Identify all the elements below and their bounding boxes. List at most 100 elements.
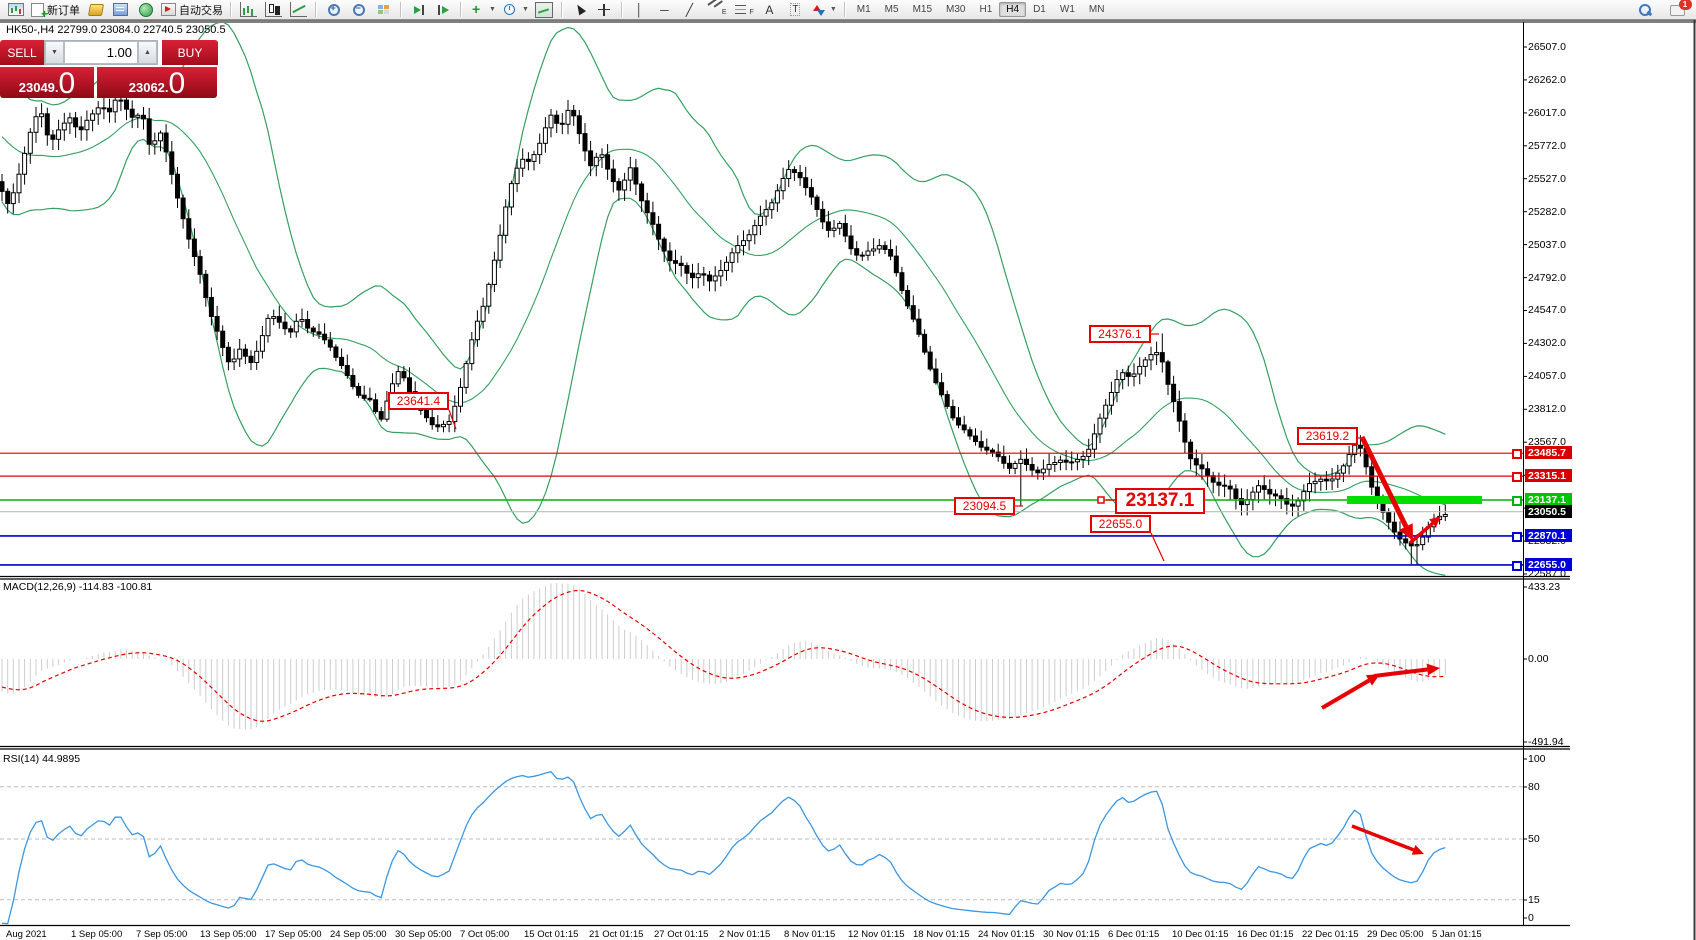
time-axis-label[interactable]: 2 Nov 01:15 <box>719 929 771 940</box>
drawn-arrow-5[interactable] <box>1351 824 1415 852</box>
time-axis-label[interactable]: 30 Nov 01:15 <box>1043 929 1100 940</box>
drawn-arrow-1[interactable] <box>1359 435 1409 528</box>
timeframe-button-h1[interactable]: H1 <box>979 4 993 15</box>
time-axis-label[interactable]: 21 Oct 01:15 <box>589 929 644 940</box>
time-axis-label[interactable]: 18 Nov 01:15 <box>913 929 970 940</box>
chart-title: HK50-,H4 22799.0 23084.0 22740.5 23050.5 <box>6 24 226 36</box>
timeframe-button-m1[interactable]: M1 <box>856 4 871 15</box>
time-axis-label[interactable]: 7 Oct 05:00 <box>460 929 510 940</box>
crosshair-icon[interactable] <box>593 1 616 19</box>
text-icon[interactable]: A <box>765 2 774 17</box>
support-highlight-bar[interactable] <box>1347 496 1482 504</box>
periods-icon <box>502 3 518 17</box>
drawn-arrow-head[interactable] <box>1426 663 1440 676</box>
timeframe-button-w1[interactable]: W1 <box>1059 4 1075 15</box>
line-chart-icon[interactable] <box>287 1 310 19</box>
macd-scale-label: 0.00 <box>1528 653 1549 665</box>
timeframe-button-m15[interactable]: M15 <box>912 4 933 15</box>
toolbar-separator <box>843 2 846 17</box>
zoom-in-icon[interactable] <box>322 1 345 19</box>
time-axis-label[interactable]: 7 Sep 05:00 <box>136 929 188 940</box>
rsi-line <box>1 770 1446 925</box>
drawn-arrow-4[interactable] <box>1373 667 1428 678</box>
rsi-label: RSI(14) 44.9895 <box>3 753 81 765</box>
time-axis-label[interactable]: 16 Dec 01:15 <box>1237 929 1294 940</box>
price-level-chip: 23315.1 <box>1525 469 1572 482</box>
arrows-icon[interactable]: ▼ <box>808 1 839 19</box>
macd-scale-label: -491.94 <box>1528 736 1564 748</box>
toolbar-separator <box>620 2 623 17</box>
time-axis-label[interactable]: 29 Dec 05:00 <box>1367 929 1424 940</box>
zoom-out-icon[interactable] <box>347 1 370 19</box>
buy-price-display[interactable]: 23062. 0 <box>97 67 217 98</box>
autotrading-button[interactable]: 自动交易 <box>159 1 225 19</box>
tile-windows-icon[interactable] <box>372 1 395 19</box>
time-axis-label[interactable]: 15 Oct 01:15 <box>524 929 579 940</box>
time-axis-label[interactable]: 8 Nov 01:15 <box>784 929 836 940</box>
equidistant-channel-icon[interactable]: E <box>703 1 729 19</box>
drawn-arrow-2[interactable] <box>1408 522 1434 545</box>
bar-chart-icon[interactable] <box>237 1 260 19</box>
charts-window-icon[interactable] <box>4 1 27 19</box>
time-axis-label[interactable]: Aug 2021 <box>6 929 47 940</box>
chart-shift-icon[interactable] <box>432 1 455 19</box>
fibonacci-icon[interactable]: F <box>731 1 756 19</box>
drawn-arrow-head[interactable] <box>1411 845 1424 855</box>
drawn-arrow-3[interactable] <box>1320 678 1371 710</box>
metaeditor-icon[interactable] <box>109 1 132 19</box>
timeframe-button-m30[interactable]: M30 <box>946 4 966 15</box>
time-axis-label[interactable]: 13 Sep 05:00 <box>200 929 257 940</box>
vertical-line-icon[interactable]: │ <box>635 2 644 17</box>
time-axis-label[interactable]: 24 Sep 05:00 <box>330 929 387 940</box>
signals-icon[interactable] <box>134 1 157 19</box>
price-axis-tick-label: 24547.0 <box>1528 304 1566 316</box>
timeframe-button-d1[interactable]: D1 <box>1033 4 1046 15</box>
chat-icon[interactable]: 1 <box>1666 0 1692 19</box>
periods-icon[interactable]: ▼ <box>500 1 531 19</box>
volume-increase-button[interactable]: ▲ <box>138 41 157 64</box>
price-annotation-23094.5[interactable]: 23094.5 <box>954 497 1015 515</box>
time-axis-label[interactable]: 1 Sep 05:00 <box>71 929 123 940</box>
sell-button[interactable]: SELL <box>0 40 44 65</box>
bollinger-upper-band <box>1 23 1446 476</box>
trendline-icon[interactable]: ╱ <box>685 2 693 17</box>
auto-scroll-icon[interactable] <box>407 1 430 19</box>
time-axis-label[interactable]: 12 Nov 01:15 <box>848 929 905 940</box>
time-axis-label[interactable]: 30 Sep 05:00 <box>395 929 452 940</box>
time-axis-label[interactable]: 27 Oct 01:15 <box>654 929 709 940</box>
templates-icon[interactable] <box>533 1 556 19</box>
timeframe-button-h4[interactable]: H4 <box>999 2 1027 17</box>
cursor-icon[interactable] <box>568 1 591 19</box>
volume-decrease-button[interactable]: ▼ <box>45 41 64 64</box>
time-axis-label[interactable]: 22 Dec 01:15 <box>1302 929 1359 940</box>
new-order-button[interactable]: 新订单 <box>29 1 82 21</box>
time-axis-label[interactable]: 10 Dec 01:15 <box>1172 929 1229 940</box>
drawn-arrow-head[interactable] <box>1429 516 1441 528</box>
timeframe-button-m5[interactable]: M5 <box>884 4 899 15</box>
text-label-icon[interactable] <box>783 1 806 19</box>
price-annotation-23137.1[interactable]: 23137.1 <box>1115 488 1205 514</box>
timeframe-button-mn[interactable]: MN <box>1088 4 1105 15</box>
time-axis-label[interactable]: 5 Jan 01:15 <box>1432 929 1482 940</box>
price-annotation-22655.0[interactable]: 22655.0 <box>1090 515 1151 533</box>
candlestick-chart-icon[interactable] <box>262 1 285 19</box>
rsi-scale-label: 15 <box>1528 894 1540 906</box>
strategy-tester-icon[interactable] <box>84 1 107 19</box>
price-axis-tick-label: 26262.0 <box>1528 74 1566 86</box>
sell-price-display[interactable]: 23049. 0 <box>0 67 94 98</box>
price-annotation-23619.2[interactable]: 23619.2 <box>1297 427 1358 445</box>
time-axis-label[interactable]: 24 Nov 01:15 <box>978 929 1035 940</box>
time-axis-label[interactable]: 17 Sep 05:00 <box>265 929 322 940</box>
drawn-arrow-head[interactable] <box>1399 523 1413 541</box>
volume-input[interactable]: 1.00 <box>64 41 138 64</box>
horizontal-line-icon[interactable]: ─ <box>660 2 669 17</box>
price-annotation-24376.1[interactable]: 24376.1 <box>1089 325 1151 343</box>
price-annotation-23641.4[interactable]: 23641.4 <box>388 392 449 410</box>
indicators-icon[interactable]: ▼ <box>467 1 498 19</box>
charts-window-icon <box>7 3 24 16</box>
buy-button[interactable]: BUY <box>162 40 218 65</box>
search-icon[interactable] <box>1633 1 1656 19</box>
time-axis-label[interactable]: 6 Dec 01:15 <box>1108 929 1160 940</box>
annotation-callout <box>1150 532 1165 562</box>
